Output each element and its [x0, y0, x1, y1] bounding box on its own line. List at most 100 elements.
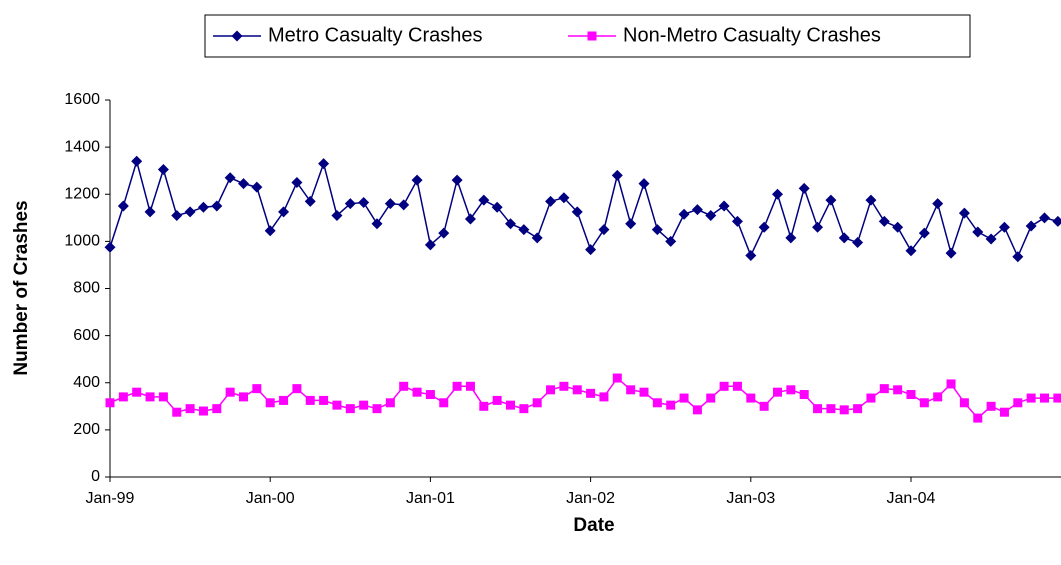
- data-point: [464, 213, 476, 225]
- data-point: [838, 232, 850, 244]
- data-point: [546, 385, 556, 395]
- data-point: [184, 206, 196, 218]
- data-point: [865, 194, 877, 206]
- data-point: [732, 381, 742, 391]
- data-point: [599, 392, 609, 402]
- data-point: [171, 209, 183, 221]
- data-point: [384, 198, 396, 210]
- data-point: [705, 209, 717, 221]
- data-point: [118, 392, 128, 402]
- data-point: [652, 398, 662, 408]
- data-point: [852, 237, 864, 249]
- data-point: [773, 387, 782, 397]
- data-point: [131, 155, 143, 167]
- data-point: [799, 390, 809, 400]
- data-point: [745, 250, 757, 262]
- data-point: [132, 387, 142, 397]
- data-point: [172, 407, 182, 417]
- data-point: [785, 232, 797, 244]
- data-point: [731, 215, 743, 227]
- data-point: [1052, 215, 1061, 227]
- data-point: [185, 404, 195, 414]
- y-tick-label: 1600: [64, 91, 100, 108]
- data-point: [531, 232, 543, 244]
- data-point: [439, 398, 449, 408]
- data-point: [318, 158, 330, 170]
- data-point: [545, 195, 557, 207]
- data-point: [211, 200, 223, 212]
- series-line: [109, 376, 1058, 420]
- data-point: [371, 218, 383, 230]
- legend-label: Non-Metro Casualty Crashes: [623, 24, 881, 46]
- legend-marker: [587, 31, 597, 41]
- data-point: [518, 224, 530, 236]
- data-point: [612, 373, 622, 383]
- data-point: [319, 395, 329, 405]
- data-point: [933, 392, 943, 402]
- data-point: [412, 387, 422, 397]
- data-point: [611, 169, 623, 181]
- data-point: [157, 164, 169, 176]
- data-point: [959, 398, 969, 408]
- data-point: [359, 400, 369, 410]
- legend-label: Metro Casualty Crashes: [268, 24, 483, 46]
- data-point: [945, 247, 957, 259]
- data-point: [452, 381, 462, 391]
- y-tick-label: 1000: [64, 233, 100, 250]
- data-point: [998, 221, 1010, 233]
- data-point: [919, 398, 929, 408]
- x-tick-label: Jan-03: [726, 490, 775, 507]
- data-point: [265, 398, 275, 408]
- data-point: [372, 404, 382, 414]
- data-point: [598, 224, 610, 236]
- data-point: [479, 401, 489, 411]
- data-point: [918, 227, 930, 239]
- data-point: [424, 239, 436, 251]
- data-point: [438, 227, 450, 239]
- y-tick-label: 200: [73, 421, 100, 438]
- data-point: [239, 392, 248, 402]
- data-point: [878, 215, 890, 227]
- data-point: [986, 401, 996, 411]
- data-point: [331, 209, 343, 221]
- data-point: [1040, 393, 1049, 403]
- x-tick-label: Jan-02: [566, 490, 615, 507]
- y-tick-label: 1400: [64, 138, 100, 155]
- data-point: [638, 178, 650, 190]
- data-point: [1013, 398, 1023, 408]
- data-point: [292, 384, 302, 394]
- data-point: [879, 384, 889, 394]
- y-tick-label: 600: [73, 327, 100, 344]
- data-point: [585, 244, 597, 256]
- data-point: [758, 221, 770, 233]
- y-axis-title: Number of Crashes: [11, 200, 32, 375]
- data-point: [639, 387, 649, 397]
- data-point: [893, 385, 903, 395]
- data-point: [718, 200, 730, 212]
- data-point: [304, 195, 316, 207]
- data-point: [344, 198, 356, 210]
- data-point: [345, 404, 355, 414]
- data-point: [278, 206, 290, 218]
- data-point: [465, 381, 475, 391]
- data-point: [279, 395, 289, 405]
- x-tick-label: Jan-01: [406, 490, 455, 507]
- data-point: [358, 196, 370, 208]
- data-point: [586, 388, 596, 398]
- data-point: [332, 400, 342, 410]
- data-point: [892, 221, 904, 233]
- data-point: [1026, 393, 1036, 403]
- data-point: [625, 218, 637, 230]
- data-point: [853, 404, 863, 414]
- data-point: [558, 192, 570, 204]
- data-point: [104, 241, 116, 253]
- data-point: [252, 384, 262, 394]
- data-point: [506, 400, 515, 410]
- data-point: [826, 404, 836, 414]
- data-point: [425, 390, 435, 400]
- data-point: [746, 393, 756, 403]
- data-point: [679, 393, 689, 403]
- data-point: [905, 245, 917, 257]
- data-point: [759, 401, 769, 411]
